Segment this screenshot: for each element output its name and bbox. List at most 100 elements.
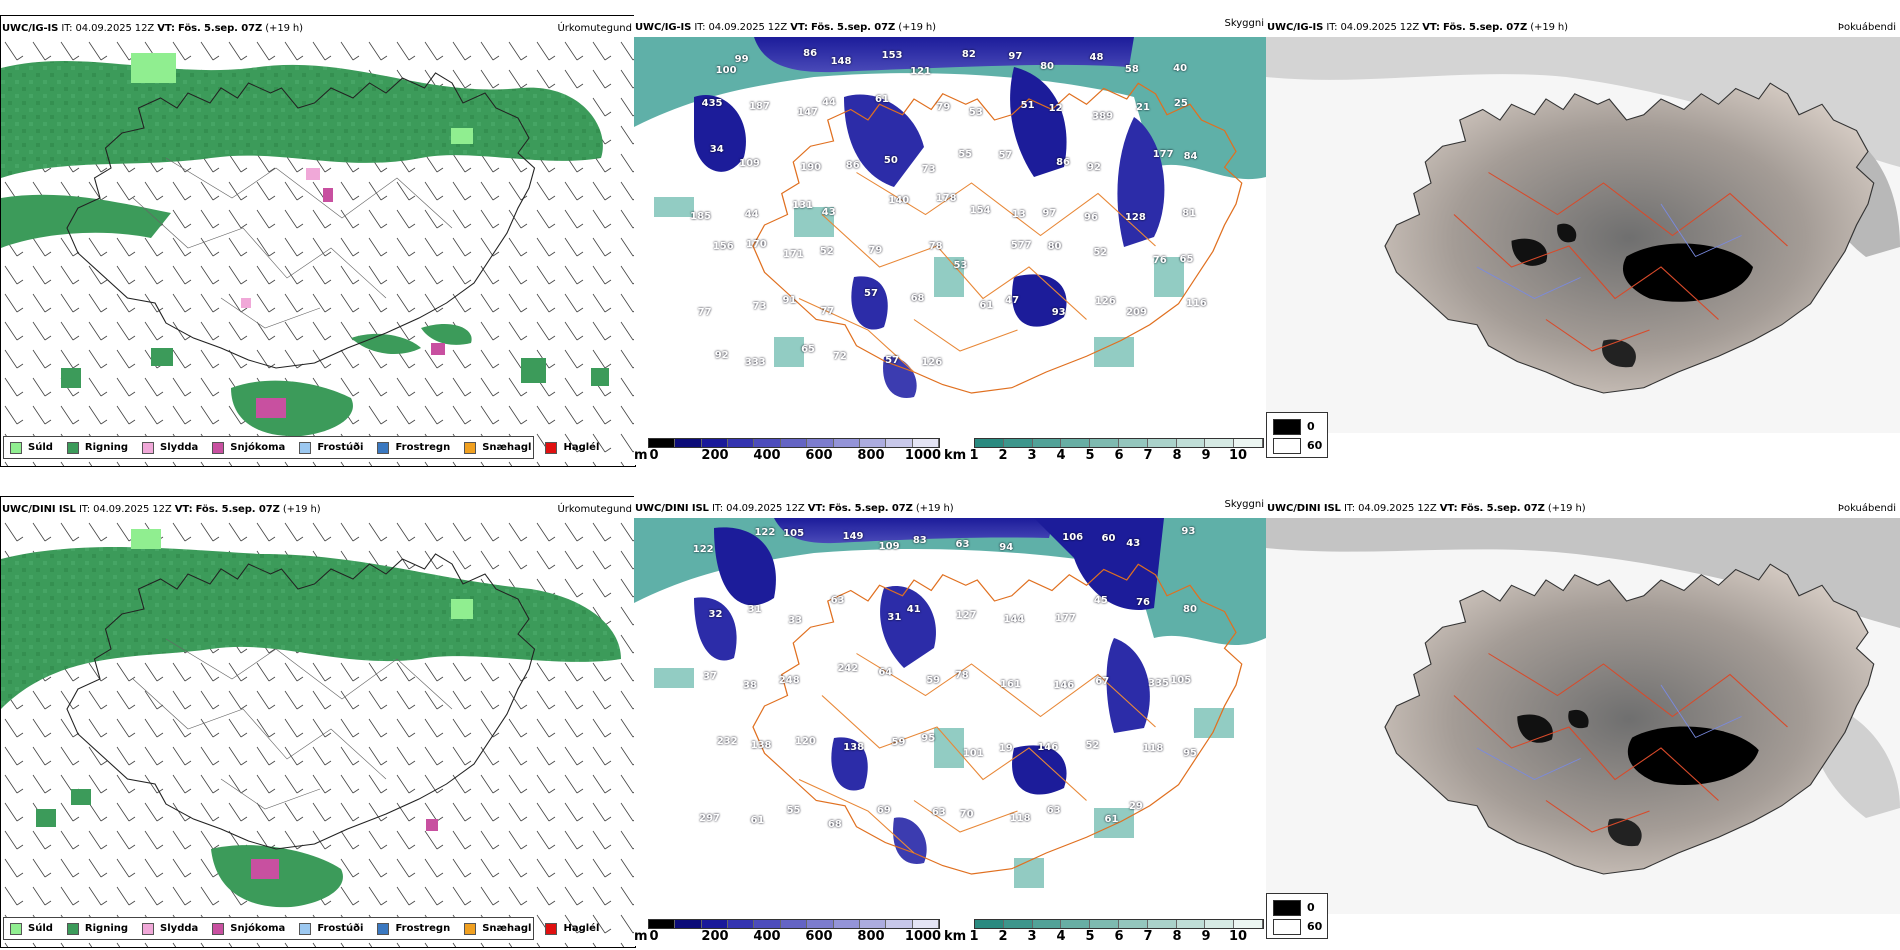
ceiling-value-label: 77 [820,306,835,318]
ceiling-value-label: 52 [1085,739,1100,751]
tick-label: 800 [857,929,885,944]
panel-title: UWC/IG-IS IT: 04.09.2025 12Z VT: Fös. 5.… [1267,22,1568,33]
tick-label: 600 [805,448,833,463]
ceiling-value-label: 73 [752,300,767,312]
panel-title: UWC/DINI ISL IT: 04.09.2025 12Z VT: Fös.… [2,504,321,515]
ceiling-value-label: 100 [715,65,737,77]
ceiling-value-label: 121 [910,65,931,77]
tick-label: 8 [1172,929,1182,944]
ceiling-value-label: 61 [979,299,994,311]
legend-item: Snæhagl [464,441,531,454]
ceiling-value-label: 116 [1185,297,1207,309]
tick-label: 3 [1027,929,1037,944]
tick-label: 6 [1114,448,1124,463]
ceiling-value-label: 138 [750,740,772,752]
tick-label: 2 [998,448,1008,463]
ceiling-value-label: 209 [1126,306,1147,318]
ceiling-colorbar: m 0 200 400 600 800 1000 [634,919,941,946]
cloud-panel-top: UWC/IG-IS IT: 04.09.2025 12Z VT: Fös. 5.… [1266,15,1900,465]
ceiling-value-label: 78 [954,669,969,681]
ceiling-value-label: 55 [786,805,801,817]
ceiling-value-label: 109 [878,540,900,552]
visibility-colorbar: km 1 2 3 4 5 6 7 8 9 10 [944,919,1264,946]
ceiling-value-label: 95 [1183,748,1198,760]
ceiling-value-label: 106 [1062,532,1084,544]
ceiling-value-label: 53 [968,106,983,118]
ceiling-value-label: 148 [830,56,852,67]
ceiling-map: 122 122 105 149 109 83 63 94 106 60 43 93 32 31 33 63 31… [634,518,1266,914]
tick-label: 400 [753,929,781,944]
ceiling-value-label: 19 [998,742,1013,754]
cloud-map [1266,37,1900,433]
ceiling-value-label: 118 [1009,812,1031,824]
ceiling-value-label: 232 [716,736,738,748]
ceiling-value-label: 63 [830,594,845,606]
ceiling-value-label: 170 [745,239,767,251]
visibility-colorbar: km 1 2 3 4 5 6 7 8 9 10 [944,438,1264,465]
ceiling-value-label: 84 [1183,150,1198,162]
ceiling-value-label: 44 [744,208,759,220]
ceiling-value-label: 177 [1055,612,1076,624]
ceiling-value-label: 105 [783,528,805,540]
legend-item: Súld [10,441,53,454]
tick-label: 7 [1143,929,1153,944]
panel-variable: Þokuábendi [1837,503,1896,514]
ceiling-value-label: 177 [1152,148,1174,160]
tick-label: 2 [998,929,1008,944]
ceiling-value-label: 53 [953,260,968,272]
ceiling-value-label: 61 [875,94,889,106]
tick-label: 3 [1027,448,1037,463]
ceiling-value-label: 81 [1182,207,1197,219]
ceiling-value-label: 12 [1048,103,1063,115]
ceiling-value-label: 126 [1094,296,1116,308]
legend-item: Snæhagl [464,922,531,935]
ceiling-value-label: 435 [701,97,723,109]
ceiling-value-label: 70 [959,809,974,821]
legend-item: Slydda [142,922,198,935]
tick-label: 9 [1201,448,1211,463]
ceiling-value-label: 33 [788,615,803,627]
tick-label: 400 [753,448,781,463]
legend-item: Slydda [142,441,198,454]
ceiling-value-label: 47 [1005,295,1020,307]
ceiling-value-label: 38 [743,679,757,691]
precip-map [1,38,635,466]
ceiling-value-label: 13 [1011,208,1026,220]
ceiling-value-label: 118 [1142,743,1164,755]
legend-item: Frostregn [377,441,450,454]
legend-item: Frostregn [377,922,450,935]
ceiling-value-label: 577 [1010,240,1032,252]
ceiling-value-label: 92 [1087,162,1101,174]
ceiling-value-label: 63 [955,539,970,551]
ceiling-value-label: 248 [778,674,800,686]
precip-panel-top: UWC/IG-IS IT: 04.09.2025 12Z VT: Fös. 5.… [0,15,636,467]
tick-label: 6 [1114,929,1124,944]
ceiling-value-label: 178 [935,193,957,204]
tick-label: 0 [649,929,659,944]
ceiling-value-label: 79 [868,244,883,256]
ceiling-value-label: 147 [797,106,819,118]
precip-legend: Súld Rigning Slydda Snjókoma Frostúði Fr… [3,436,599,459]
legend-item: Haglél [545,441,599,454]
ceiling-value-label: 171 [782,248,804,260]
ceiling-map: 100 99 86 148 153 121 82 97 80 48 58 40 435 187 147 44 6… [634,37,1266,433]
ceiling-value-label: 91 [782,294,797,306]
tick-label: 1 [969,448,979,463]
panel-title: UWC/DINI ISL IT: 04.09.2025 12Z VT: Fös.… [1267,503,1586,514]
ceiling-value-label: 93 [1051,306,1066,318]
ceiling-value-label: 156 [712,241,734,253]
legend-item: Snjókoma [212,441,285,454]
precip-legend: Súld Rigning Slydda Snjókoma Frostúði Fr… [3,917,599,940]
ceiling-value-label: 31 [747,604,762,616]
tick-label: 800 [857,448,885,463]
ceiling-value-label: 57 [998,149,1013,161]
ceiling-value-label: 122 [754,527,776,539]
ceiling-value-label: 77 [697,307,712,319]
tick-label: 7 [1143,448,1153,463]
ceiling-value-label: 105 [1170,675,1192,687]
ceiling-value-label: 95 [921,732,936,744]
ceiling-value-label: 67 [1095,676,1110,688]
ceiling-value-label: 32 [708,609,723,621]
cloud-map [1266,518,1900,914]
ceiling-value-label: 97 [1042,207,1057,219]
